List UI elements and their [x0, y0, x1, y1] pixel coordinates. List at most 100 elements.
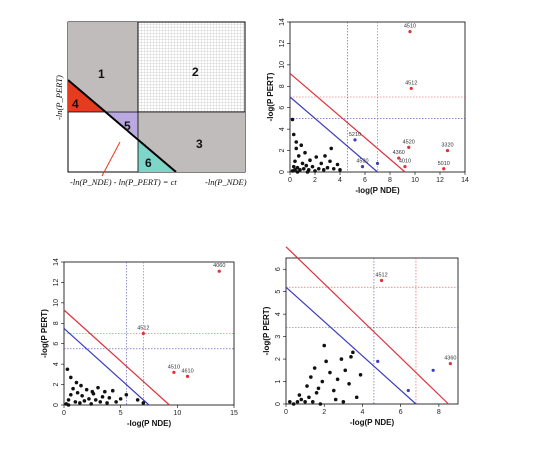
- x-tick-label: 12: [436, 177, 444, 184]
- data-point: [100, 395, 105, 399]
- y-tick-label: 0: [279, 170, 286, 174]
- data-point: [331, 388, 336, 393]
- point-label: 4510: [404, 24, 416, 30]
- x-tick-label: 5: [119, 410, 123, 417]
- point-label: 4010: [399, 159, 411, 165]
- blue-data-point: [431, 368, 435, 372]
- blue-data-point: [353, 138, 357, 142]
- y-tick-label: 2: [275, 357, 282, 361]
- data-point: [74, 380, 79, 385]
- data-point: [310, 399, 315, 404]
- data-point: [75, 390, 80, 395]
- data-point: [66, 403, 71, 407]
- data-point: [305, 384, 309, 388]
- x-tick-label: 0: [62, 410, 66, 417]
- region-label-2: 2: [192, 65, 199, 79]
- region-label-3: 3: [196, 137, 203, 151]
- data-point: [318, 402, 323, 406]
- data-point: [79, 383, 83, 388]
- data-point: [328, 159, 332, 164]
- region-label-5: 5: [124, 119, 131, 133]
- point-label: 4360: [444, 356, 456, 362]
- data-point: [320, 379, 325, 384]
- x-tick-label: 6: [399, 409, 403, 416]
- data-point: [338, 168, 342, 172]
- y-tick-label: 3: [275, 335, 282, 339]
- y-axis-label: -log(P PERT): [262, 306, 271, 355]
- data-point: [82, 399, 87, 403]
- x-tick-label: 15: [230, 410, 238, 417]
- y-tick-label: 0: [275, 402, 282, 406]
- y-axis-label: -log(P PERT): [40, 309, 49, 358]
- diagonal-boundary: [67, 79, 177, 173]
- data-point: [291, 132, 296, 137]
- red-data-point: [403, 165, 407, 169]
- x-tick-label: 0: [284, 409, 288, 416]
- data-point: [294, 146, 299, 151]
- data-point: [319, 161, 324, 166]
- data-point: [298, 168, 302, 172]
- y-tick-label: 10: [53, 299, 60, 307]
- red-data-point: [397, 156, 401, 160]
- point-label: 4520: [403, 139, 415, 145]
- data-point: [331, 166, 336, 171]
- data-point: [124, 392, 129, 397]
- data-point: [309, 375, 313, 379]
- data-point: [339, 357, 344, 361]
- red-data-point: [379, 278, 384, 283]
- data-point: [118, 397, 123, 401]
- data-point: [295, 170, 300, 174]
- red-data-point: [185, 374, 190, 378]
- blue-data-point: [360, 165, 365, 169]
- point-label: 4610: [181, 368, 193, 374]
- blue-data-point: [375, 161, 380, 166]
- x-tick-label: 6: [363, 177, 367, 184]
- red-boundary-line: [289, 72, 406, 173]
- equation-pointer: [101, 141, 121, 177]
- data-point: [313, 169, 317, 173]
- y-tick-label: 14: [53, 258, 60, 266]
- y-tick-label: 1: [275, 379, 282, 383]
- data-point: [290, 117, 295, 122]
- data-point: [324, 359, 328, 364]
- data-point: [294, 140, 299, 144]
- data-point: [300, 161, 305, 166]
- point-label: 4530: [356, 159, 368, 165]
- data-point: [71, 386, 75, 391]
- data-point: [114, 400, 118, 404]
- y-tick-label: 8: [279, 84, 286, 88]
- data-point: [293, 168, 297, 172]
- blue-boundary-line: [63, 327, 150, 406]
- data-point: [325, 165, 330, 170]
- x-axis-label: -log(P NDE): [350, 418, 395, 427]
- data-point: [328, 370, 332, 375]
- data-point: [107, 396, 112, 400]
- data-point: [303, 150, 307, 155]
- data-point: [341, 399, 346, 404]
- region-5: [107, 112, 138, 138]
- data-point: [314, 155, 319, 159]
- blue-data-point: [406, 388, 410, 393]
- region-3: [138, 112, 245, 172]
- data-point: [80, 394, 84, 398]
- red-boundary-line: [285, 246, 449, 405]
- red-data-point: [442, 167, 446, 171]
- data-point: [69, 375, 73, 380]
- data-point: [105, 401, 109, 405]
- diagram-x-label: -ln(P_NDE): [205, 177, 247, 187]
- data-point: [295, 399, 300, 404]
- red-data-point: [408, 30, 412, 34]
- y-tick-label: 2: [279, 149, 286, 153]
- point-label: 4360: [393, 150, 405, 156]
- data-point: [310, 164, 315, 169]
- data-point: [69, 392, 73, 397]
- red-data-point: [407, 145, 411, 149]
- data-point: [141, 401, 146, 405]
- x-tick-label: 4: [338, 177, 342, 184]
- y-tick-label: 6: [53, 342, 60, 346]
- y-tick-label: 10: [279, 61, 286, 69]
- plot-frame: [285, 257, 459, 405]
- x-tick-label: 8: [388, 177, 392, 184]
- point-label: 4512: [405, 80, 417, 86]
